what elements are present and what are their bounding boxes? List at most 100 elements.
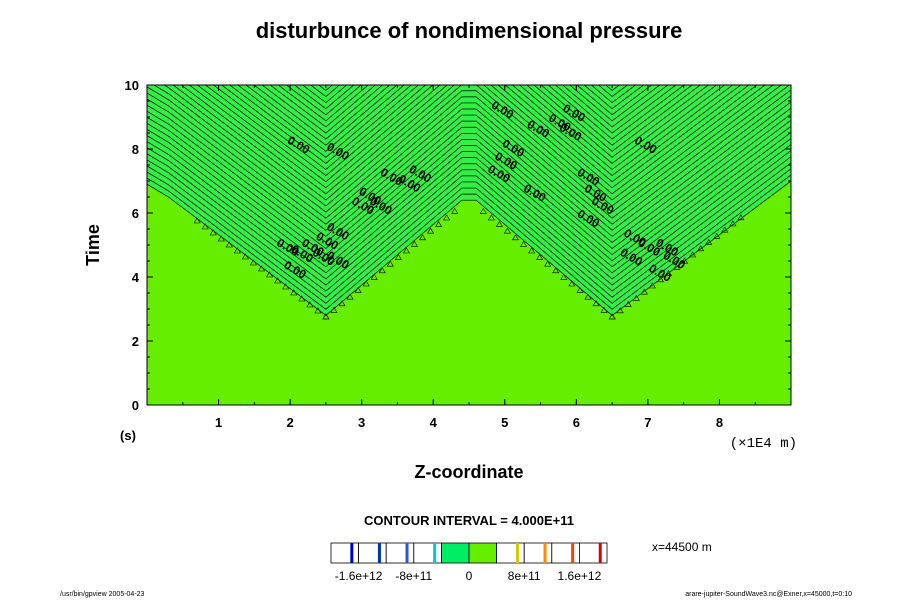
contour-line	[163, 85, 774, 207]
contour-ripple	[713, 232, 721, 239]
colorbar-segment	[468, 542, 498, 564]
contour-ripple	[201, 223, 209, 230]
contour-ripple	[520, 240, 528, 247]
x-tick-label: 1	[215, 415, 222, 430]
colorbar-contour-mark	[405, 543, 409, 563]
contour-ripple	[225, 241, 233, 248]
contour-ripple	[290, 289, 298, 296]
contour-ripple	[193, 217, 201, 224]
contour-ripple	[217, 235, 225, 242]
colorbar-tick-label: 1.6e+12	[558, 569, 602, 583]
contour-ripple	[681, 257, 689, 264]
contour-line	[172, 85, 766, 201]
contour-ripple	[386, 260, 394, 267]
y-axis-title: Time	[83, 224, 103, 266]
contour-line	[147, 156, 791, 292]
contour-line	[277, 85, 661, 122]
contour-ripple	[451, 207, 459, 214]
contour-line	[147, 150, 791, 286]
contour-line	[147, 162, 791, 298]
contour-ripple	[266, 271, 274, 278]
colorbar-segment	[579, 542, 608, 564]
contour-line	[237, 85, 701, 152]
contour-ripple	[362, 280, 370, 287]
contour-ripple	[402, 247, 410, 254]
y-tick-label: 10	[125, 78, 139, 93]
contour-ripple	[378, 267, 386, 274]
contour-line	[229, 85, 709, 158]
footer-right: arare-jupiter-SoundWave3.nc@Exner,x=4500…	[685, 591, 852, 598]
contour-ripple	[241, 253, 249, 260]
colorbar-segment	[551, 542, 580, 564]
contour-ripple	[346, 293, 354, 300]
colorbar-segment	[358, 542, 387, 564]
footer-left: /usr/bin/gpview 2005-04-23	[60, 591, 145, 598]
colorbar-tick-label: -1.6e+12	[335, 569, 383, 583]
contour-ripple	[443, 214, 451, 221]
contour-line	[180, 85, 758, 195]
contour-ripple	[322, 313, 330, 320]
contour-line	[261, 85, 677, 134]
chart-title: disturbunce of nondimensional pressure	[256, 18, 683, 43]
y-tick-label: 0	[132, 398, 139, 413]
y-unit-label: (s)	[120, 428, 136, 443]
contour-ripple	[544, 260, 552, 267]
contour-line	[147, 138, 791, 274]
contour-ripple	[640, 288, 648, 295]
contour-line	[196, 85, 742, 183]
contour-lines	[147, 85, 791, 316]
contour-ripple	[418, 234, 427, 241]
contour-ripple	[314, 307, 322, 314]
contour-line	[147, 85, 790, 219]
contour-line	[204, 85, 734, 177]
y-tick-label: 6	[132, 206, 139, 221]
y-tick-label: 2	[132, 334, 139, 349]
x-tick-label: 2	[286, 415, 293, 430]
contour-line	[147, 95, 791, 231]
colorbar-segment	[523, 542, 553, 564]
contour-line	[309, 85, 629, 97]
contour-line	[245, 85, 693, 146]
contour-line	[147, 174, 791, 310]
contour-ripple	[648, 282, 656, 289]
colorbar-contour-mark	[598, 543, 602, 563]
contour-line	[147, 126, 791, 262]
contour-ripple	[338, 300, 346, 307]
contour-ripple	[233, 247, 241, 254]
colorbar-contour-mark	[350, 543, 354, 563]
contour-ripple	[354, 287, 362, 293]
contour-ripple	[705, 239, 713, 245]
contour-ripple	[737, 214, 745, 221]
colorbar-segment	[385, 542, 415, 564]
contour-ripple	[672, 263, 681, 270]
x-tick-label: 3	[358, 415, 365, 430]
colorbar-segment	[496, 542, 525, 564]
contour-ripple	[249, 259, 257, 266]
contour-line	[285, 85, 653, 116]
contour-ripple	[584, 293, 592, 300]
contour-ripple	[528, 247, 536, 254]
contour-ripple	[282, 283, 290, 290]
contour-line	[147, 101, 791, 237]
slice-label: x=44500 m	[652, 540, 712, 554]
wave-field	[147, 85, 791, 320]
contour-ripple	[600, 306, 608, 313]
contour-ripple	[487, 214, 495, 221]
contour-ripple	[511, 234, 520, 241]
contour-line	[147, 107, 791, 243]
contour-ripple	[536, 254, 544, 260]
contour-line	[147, 168, 791, 304]
contour-line	[147, 144, 791, 280]
contour-ripple	[729, 220, 737, 227]
colorbar-contour-mark	[571, 543, 575, 563]
colorbar-contour-mark	[433, 543, 437, 563]
contour-line	[293, 85, 645, 110]
contour-ripples	[193, 207, 745, 320]
contour-ripple	[608, 313, 616, 320]
y-tick-label: 8	[132, 142, 139, 157]
x-unit-label: (×1E4 m)	[730, 436, 797, 452]
x-tick-label: 5	[501, 415, 508, 430]
contour-ripple	[274, 277, 282, 284]
x-tick-label: 6	[573, 415, 580, 430]
